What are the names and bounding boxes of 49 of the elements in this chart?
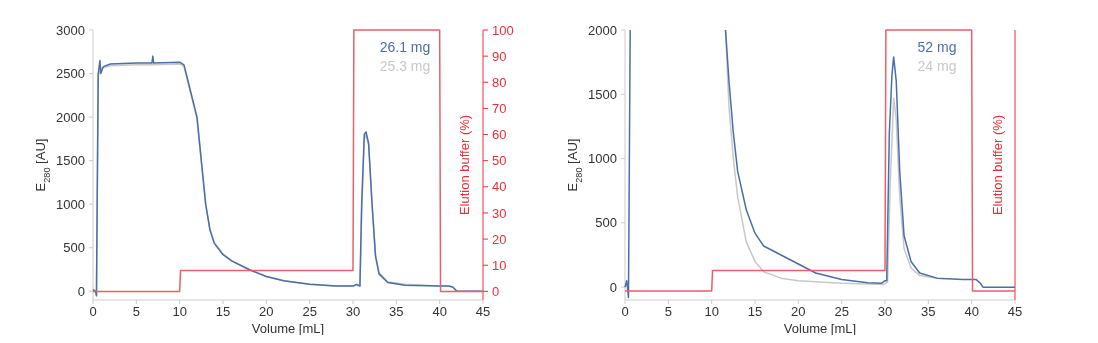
y2-tick-label: 60 (492, 127, 507, 143)
y-tick-label: 2500 (56, 66, 85, 82)
x-tick-label: 5 (132, 304, 140, 319)
y2-tick-label: 10 (492, 257, 507, 273)
y2-axis-title: Elution buffer (%) (990, 114, 1005, 216)
y2-tick-label: 40 (492, 179, 507, 195)
annotation: 26.1 mg (379, 39, 431, 55)
y-tick-label: 2000 (56, 109, 85, 125)
y2-tick-label: 20 (492, 231, 507, 247)
y-tick-label: 1500 (56, 153, 85, 169)
y-tick-label: 500 (595, 215, 617, 231)
x-tick-label: 15 (215, 304, 231, 319)
y2-tick-label: 0 (492, 283, 500, 299)
y2-tick-label: 80 (492, 74, 507, 90)
x-tick-label: 45 (1007, 304, 1023, 319)
x-tick-label: 35 (389, 304, 404, 319)
x-tick-label: 45 (475, 304, 491, 319)
x-tick-label: 15 (747, 304, 763, 319)
annotation: 52 mg (917, 39, 957, 55)
y2-axis-title: Elution buffer (%) (457, 114, 472, 216)
x-tick-label: 10 (704, 304, 719, 319)
y-tick-label: 1000 (588, 151, 617, 167)
x-tick-label: 25 (834, 304, 849, 319)
x-tick-label: 0 (621, 304, 629, 319)
y2-tick-label: 90 (492, 48, 507, 64)
y2-tick-label: 70 (492, 100, 507, 116)
x-axis-title: Volume [mL] (783, 321, 857, 336)
x-axis-title: Volume [mL] (251, 321, 325, 336)
y-tick-label: 500 (63, 240, 85, 256)
x-tick-label: 30 (877, 304, 893, 319)
y-tick-label: 0 (609, 279, 617, 295)
y2-tick-label: 100 (492, 22, 514, 38)
x-tick-label: 5 (664, 304, 672, 319)
x-tick-label: 40 (964, 304, 979, 319)
x-tick-label: 20 (259, 304, 274, 319)
x-tick-label: 0 (89, 304, 97, 319)
y2-tick-label: 30 (492, 205, 507, 221)
x-tick-label: 40 (432, 304, 447, 319)
x-tick-label: 20 (791, 304, 806, 319)
x-tick-label: 25 (302, 304, 317, 319)
x-tick-label: 35 (921, 304, 936, 319)
x-tick-label: 30 (345, 304, 361, 319)
x-tick-label: 10 (172, 304, 187, 319)
y-tick-label: 2000 (588, 22, 617, 38)
y-tick-label: 0 (77, 283, 85, 299)
y-tick-label: 1000 (56, 196, 85, 212)
y2-tick-label: 50 (492, 153, 507, 169)
y-tick-label: 3000 (56, 22, 85, 38)
y-tick-label: 1500 (588, 86, 617, 102)
